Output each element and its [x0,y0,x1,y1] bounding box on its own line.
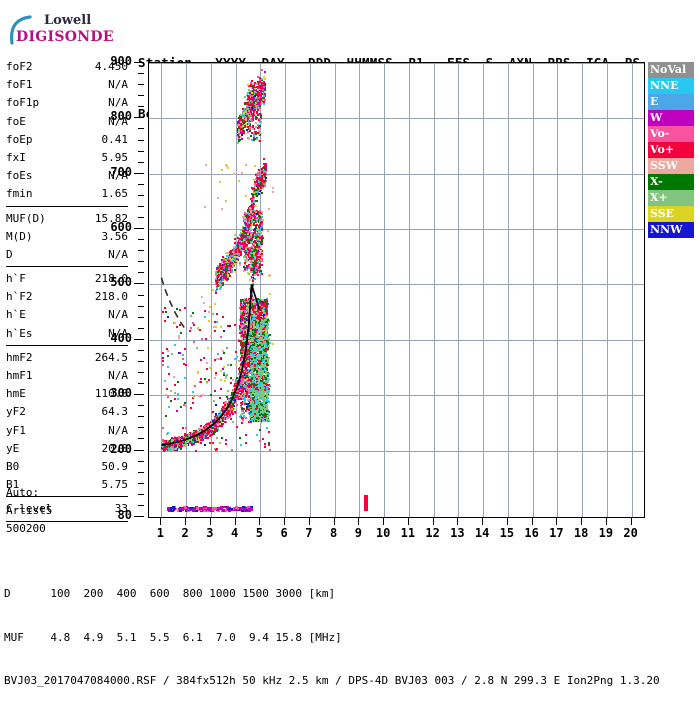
y-axis-tick [138,184,144,185]
y-axis-tick [134,62,144,63]
param-key: hmF2 [6,349,33,367]
param-key: yF2 [6,403,26,421]
y-axis-label: 800 [92,109,132,123]
y-axis-tick [138,95,144,96]
autoscaler-info: Auto: Artist5 500200 [6,484,52,538]
y-axis-tick [138,151,144,152]
y-axis-tick [138,106,144,107]
param-key: yE [6,440,19,458]
y-axis-tick [138,427,144,428]
y-axis-tick [134,450,144,451]
param-key: h`Es [6,325,33,343]
y-axis-tick [138,206,144,207]
y-axis-tick [134,394,144,395]
y-axis-tick [138,306,144,307]
y-axis-tick [138,250,144,251]
y-axis-tick [134,283,144,284]
logo-digisonde-text: DIGISONDE [16,29,114,45]
param-key: fmin [6,185,33,203]
auto-label: Auto: [6,484,52,502]
param-key: B0 [6,458,19,476]
y-axis-tick [134,228,144,229]
y-axis-label: 500 [92,275,132,289]
y-axis-tick [138,162,144,163]
param-key: fxI [6,149,26,167]
y-axis-label: 900 [92,54,132,68]
y-axis-label: 300 [92,386,132,400]
y-axis-tick [134,516,144,517]
param-key: foF1p [6,94,39,112]
param-key: hmE [6,385,26,403]
param-key: foF1 [6,76,33,94]
y-axis-tick [138,472,144,473]
y-axis-tick [138,261,144,262]
y-axis-label: 400 [92,331,132,345]
param-key: h`F [6,270,26,288]
param-key: D [6,246,13,264]
y-axis-label: 700 [92,165,132,179]
y-axis-tick [138,505,144,506]
y-axis-tick [138,328,144,329]
y-axis-tick [138,461,144,462]
y-axis-tick [138,84,144,85]
y-axis-label: 80 [92,508,132,522]
y-axis-tick [134,117,144,118]
ionogram-plot[interactable] [148,62,645,518]
param-key: M(D) [6,228,33,246]
y-axis-tick [138,317,144,318]
y-axis-tick [138,195,144,196]
param-key: h`E [6,306,26,324]
y-axis-tick [138,350,144,351]
y-axis-tick [138,140,144,141]
y-axis-tick [138,239,144,240]
param-key: foEs [6,167,33,185]
param-key: MUF(D) [6,210,46,228]
y-axis-tick [134,339,144,340]
auto-code: 500200 [6,520,52,538]
param-key: yF1 [6,422,26,440]
logo-lowell-text: Lowell [44,13,91,28]
y-axis-tick [138,73,144,74]
param-key: h`F2 [6,288,33,306]
lowell-digisonde-logo: Lowell DIGISONDE [6,12,134,50]
y-axis-tick [138,128,144,129]
y-axis-label: 200 [92,442,132,456]
y-axis-tick [138,405,144,406]
auto-artist: Artist5 [6,502,52,520]
y-axis-tick [138,416,144,417]
param-key: foE [6,113,26,131]
param-key: foEp [6,131,33,149]
y-axis-tick [138,295,144,296]
y-axis-tick [138,483,144,484]
y-axis-tick [138,438,144,439]
y-axis-tick [138,494,144,495]
y-axis-tick [138,372,144,373]
y-axis-tick [138,383,144,384]
y-axis-tick [134,173,144,174]
y-axis-tick [138,217,144,218]
y-axis-label: 600 [92,220,132,234]
param-key: hmF1 [6,367,33,385]
param-key: foF2 [6,58,33,76]
y-axis-tick [138,361,144,362]
y-axis-tick [138,272,144,273]
